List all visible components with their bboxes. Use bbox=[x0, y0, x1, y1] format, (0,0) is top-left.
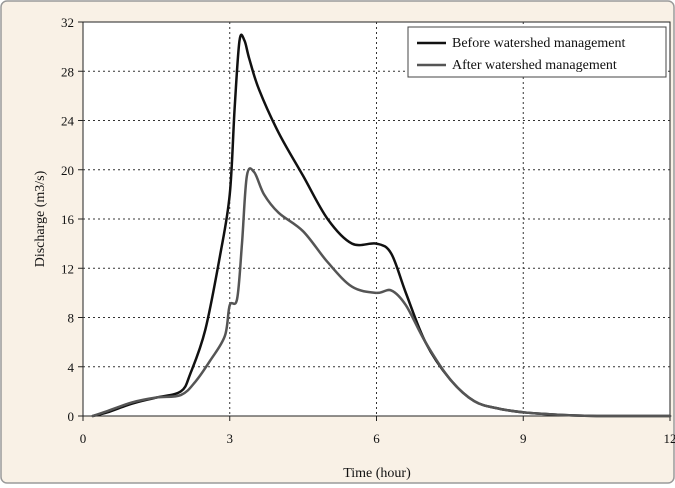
y-tick-label: 20 bbox=[61, 163, 74, 178]
x-tick-label: 6 bbox=[373, 431, 380, 446]
legend-label-before: Before watershed management bbox=[452, 36, 625, 51]
y-tick-label: 24 bbox=[61, 114, 75, 129]
y-tick-label: 12 bbox=[61, 261, 74, 276]
y-axis-title: Discharge (m3/s) bbox=[33, 170, 48, 267]
y-tick-label: 4 bbox=[68, 360, 75, 375]
legend-label-after: After watershed management bbox=[452, 58, 617, 73]
x-tick-label: 0 bbox=[80, 431, 87, 446]
x-tick-label: 9 bbox=[520, 431, 527, 446]
y-tick-label: 0 bbox=[68, 409, 75, 424]
x-tick-label: 12 bbox=[664, 431, 675, 446]
y-tick-label: 8 bbox=[68, 311, 75, 326]
legend: Before watershed management After waters… bbox=[408, 27, 666, 77]
y-tick-label: 28 bbox=[61, 64, 74, 79]
y-tick-label: 32 bbox=[61, 15, 74, 30]
x-tick-label: 3 bbox=[227, 431, 234, 446]
y-tick-label: 16 bbox=[61, 212, 75, 227]
x-axis-title: Time (hour) bbox=[343, 466, 411, 481]
